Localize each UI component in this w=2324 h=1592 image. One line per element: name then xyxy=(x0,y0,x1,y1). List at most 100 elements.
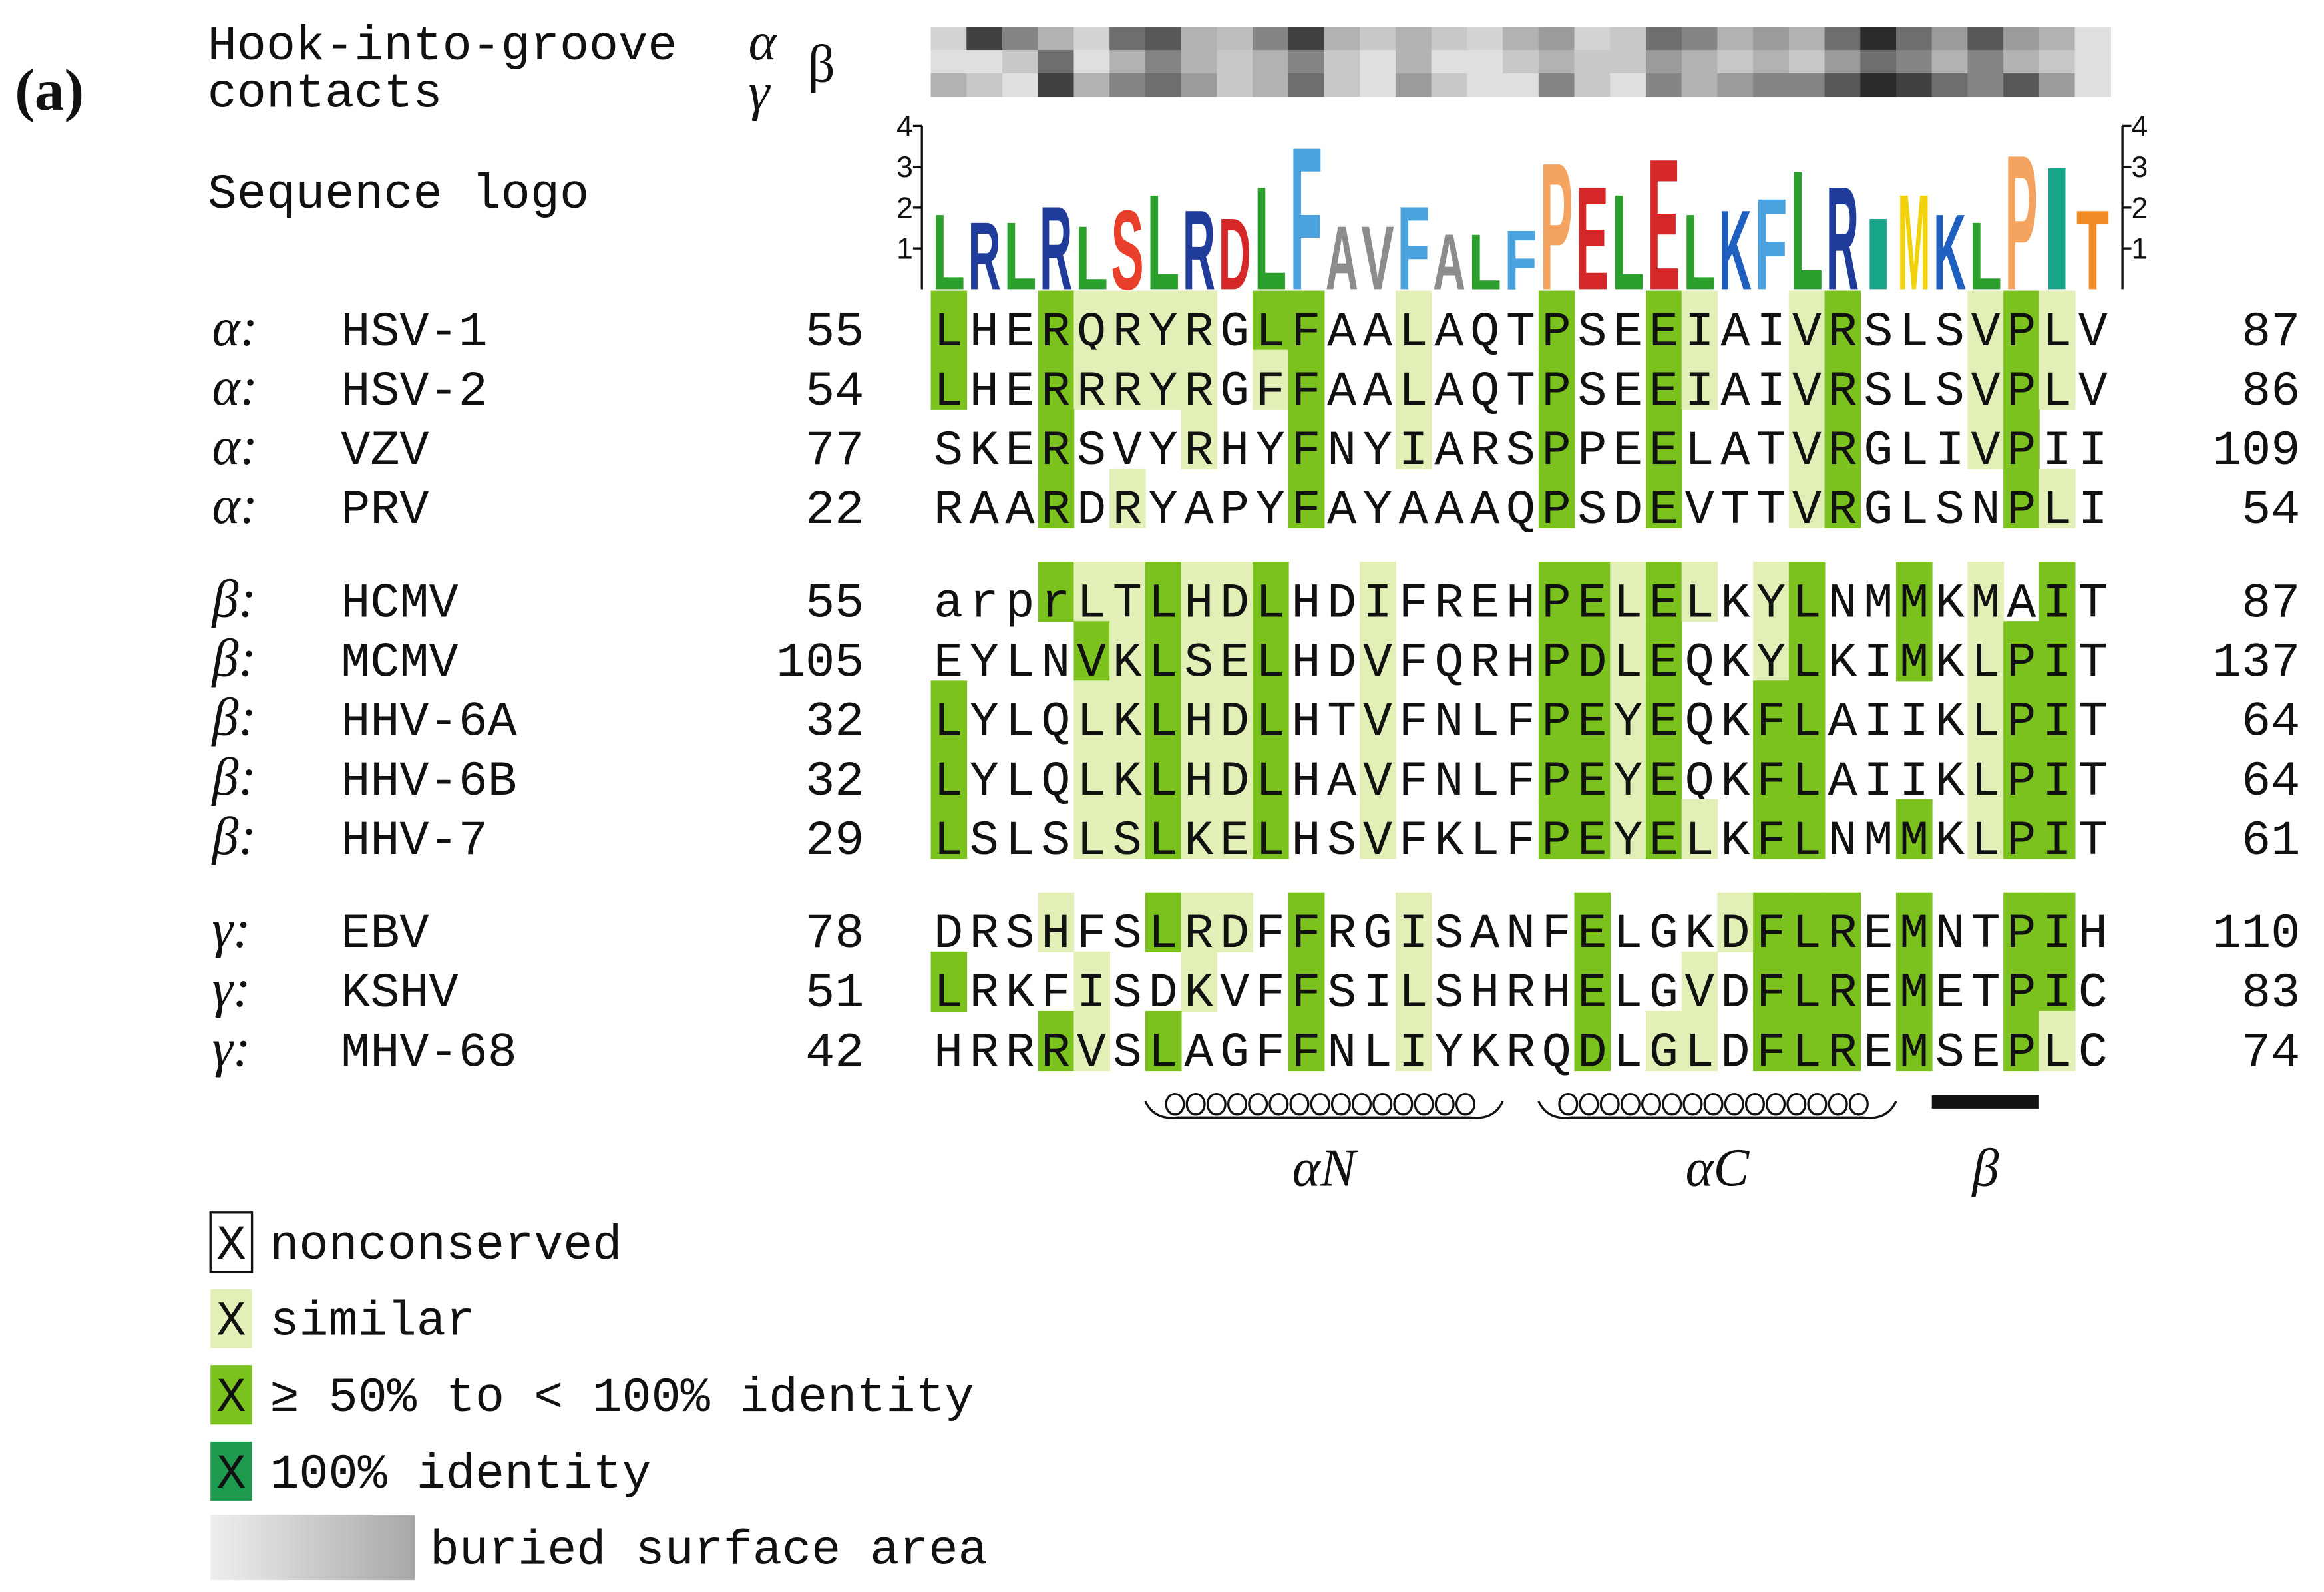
end-position: 87 xyxy=(2241,305,2300,361)
start-position: 105 xyxy=(776,636,864,692)
residue-shade xyxy=(1395,290,1432,351)
sequence: RAARDRYAPYFAYAAAQPSDEVTTVRGLSNPLI xyxy=(934,483,2108,538)
residue-shade xyxy=(1681,349,1718,410)
contact-cell xyxy=(1253,73,1289,97)
residue-shade xyxy=(1360,621,1396,682)
residue-shade xyxy=(1038,1010,1075,1072)
residue-shade xyxy=(1574,799,1611,859)
residue-shade xyxy=(1181,290,1218,351)
end-position: 54 xyxy=(2241,483,2300,538)
track-label: Hook-into-groove xyxy=(208,19,678,75)
legend-label: 100% identity xyxy=(270,1448,651,1503)
residue-shade xyxy=(1288,468,1325,529)
contact-cell xyxy=(1431,27,1468,51)
helix-loop xyxy=(1434,1092,1455,1116)
residue-shade xyxy=(1253,739,1289,800)
residue-shade xyxy=(1753,1010,1790,1072)
residue-shade xyxy=(1824,349,1861,410)
contact-cell xyxy=(1181,73,1218,97)
residue-shade xyxy=(1217,562,1253,622)
logo-tick-label: 4 xyxy=(896,110,913,143)
track-label: contacts xyxy=(208,67,443,122)
contact-cell xyxy=(2038,50,2076,74)
helix-loop xyxy=(1248,1092,1268,1116)
helix-loop xyxy=(1724,1092,1744,1116)
contact-cell xyxy=(2038,73,2076,97)
residue-shade xyxy=(1109,349,1146,410)
residue-shade xyxy=(1574,1010,1611,1072)
contact-cell xyxy=(2074,27,2111,51)
residue-shade xyxy=(1788,290,1826,351)
residue-shade xyxy=(1145,1010,1182,1072)
helix-loop xyxy=(1289,1092,1310,1116)
contact-cell xyxy=(1002,27,1039,51)
end-position: 110 xyxy=(2212,907,2300,962)
residue-shade xyxy=(1645,680,1682,741)
residue-shade xyxy=(1967,739,2005,800)
group-label: β: xyxy=(210,807,256,866)
start-position: 51 xyxy=(805,966,864,1022)
residue-shade xyxy=(1967,621,2005,682)
residue-shade xyxy=(1288,951,1325,1012)
sequence-name: HSV-2 xyxy=(341,365,488,420)
residue-shade xyxy=(1574,562,1611,622)
contact-cell xyxy=(1288,73,1325,97)
residue-shade xyxy=(1288,1010,1325,1072)
helix-loop xyxy=(1828,1092,1848,1116)
residue-shade xyxy=(930,951,968,1012)
residue-shade xyxy=(1181,409,1218,469)
residue-shade xyxy=(1181,621,1218,682)
end-position: 109 xyxy=(2212,424,2300,479)
contact-cell xyxy=(2074,50,2111,74)
contact-cell xyxy=(1753,27,1790,51)
sequence-name: HSV-1 xyxy=(341,305,488,361)
legend-symbol: X xyxy=(216,1448,246,1503)
start-position: 42 xyxy=(805,1026,864,1081)
residue-shade xyxy=(1288,409,1325,469)
logo-letter: V xyxy=(1361,207,1394,308)
residue-shade xyxy=(1360,680,1396,741)
helix-loop xyxy=(1620,1092,1641,1116)
residue-shade xyxy=(1253,349,1289,410)
residue-shade xyxy=(1788,468,1826,529)
residue-shade xyxy=(2038,951,2076,1012)
sequence-name: HHV-7 xyxy=(341,814,488,869)
residue-shade xyxy=(1253,290,1289,351)
residue-shade xyxy=(1109,562,1146,622)
contact-cell xyxy=(1681,50,1718,74)
contact-cell xyxy=(1860,50,1897,74)
residue-shade xyxy=(1895,562,1933,622)
residue-shade xyxy=(2038,799,2076,859)
contact-cell xyxy=(1610,73,1646,97)
residue-shade xyxy=(2003,621,2040,682)
residue-shade xyxy=(2003,290,2040,351)
logo-tick-label: 2 xyxy=(896,192,913,224)
sequence-name: HHV-6A xyxy=(341,696,517,751)
residue-shade xyxy=(1181,349,1218,410)
group-label: α: xyxy=(212,477,258,535)
residue-shade xyxy=(1753,951,1790,1012)
residue-shade xyxy=(1038,468,1075,529)
logo-letter: F xyxy=(1504,212,1537,307)
logo-tick-label: 1 xyxy=(896,233,913,266)
contact-cell xyxy=(2003,73,2040,97)
sequence-name: HHV-6B xyxy=(341,755,517,810)
residue-shade xyxy=(1395,1010,1432,1072)
sequence-name: MCMV xyxy=(341,636,458,692)
contact-cell xyxy=(1574,50,1611,74)
helix-loop xyxy=(1558,1092,1579,1116)
start-position: 55 xyxy=(805,577,864,632)
contact-cell xyxy=(1145,73,1182,97)
sequence-name: VZV xyxy=(341,424,429,479)
residue-shade xyxy=(2038,680,2076,741)
group-label: α: xyxy=(212,358,258,417)
contact-cell xyxy=(2074,73,2111,97)
contact-cell xyxy=(966,73,1003,97)
group-label: β: xyxy=(210,630,256,688)
contact-cell xyxy=(1395,27,1432,51)
residue-shade xyxy=(1109,468,1146,529)
residue-shade xyxy=(930,680,968,741)
helix-loop xyxy=(1682,1092,1703,1116)
residue-shade xyxy=(1788,951,1826,1012)
residue-shade xyxy=(1253,799,1289,859)
